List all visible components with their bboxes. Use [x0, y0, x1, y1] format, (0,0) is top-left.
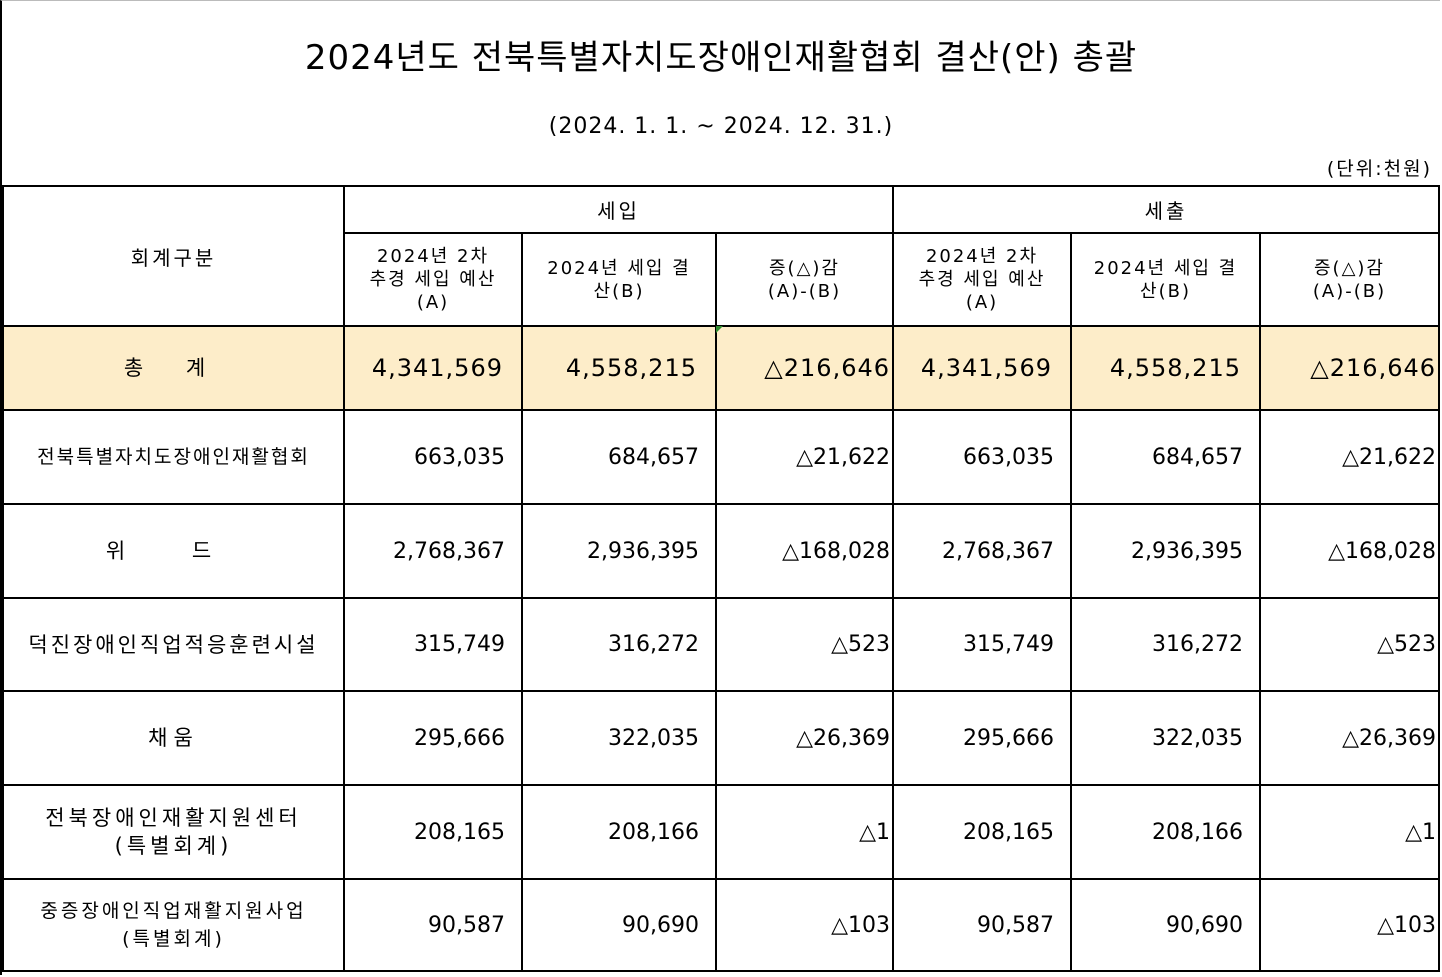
row-label: 채움	[2, 690, 345, 786]
expense-settlement-cell: 316,272	[1070, 597, 1261, 692]
income-diff-cell: △1	[715, 784, 894, 880]
header-expense: 세출	[892, 185, 1440, 234]
income-diff-cell: △26,369	[715, 690, 894, 786]
income-budget-cell: 208,165	[343, 784, 523, 880]
expense-diff-cell: △216,646	[1259, 325, 1440, 411]
table-row: 채움 295,666 322,035 △26,369 295,666 322,0…	[2, 690, 1440, 786]
table-row-total: 총 계 4,341,569 4,558,215 △216,646 4,341,5…	[2, 325, 1440, 411]
expense-budget-cell: 663,035	[892, 409, 1072, 505]
income-diff-cell: △216,646	[715, 325, 894, 411]
income-diff-cell: △21,622	[715, 409, 894, 505]
income-diff-cell: △523	[715, 597, 894, 692]
expense-diff-cell: △103	[1259, 878, 1440, 972]
income-settlement-cell: 90,690	[521, 878, 717, 972]
income-settlement-cell: 208,166	[521, 784, 717, 880]
header-income-settlement: 2024년 세입 결 산(B)	[521, 232, 717, 327]
expense-settlement-cell: 322,035	[1070, 690, 1261, 786]
header-category: 회계구분	[2, 185, 345, 327]
expense-diff-cell: △26,369	[1259, 690, 1440, 786]
expense-diff-cell: △168,028	[1259, 503, 1440, 599]
expense-budget-cell: 295,666	[892, 690, 1072, 786]
expense-diff-cell: △1	[1259, 784, 1440, 880]
period-range: (2024. 1. 1. ~ 2024. 12. 31.)	[548, 114, 894, 139]
row-label: 전북장애인재활지원센터 (특별회계)	[2, 784, 345, 880]
income-settlement-cell: 316,272	[521, 597, 717, 692]
income-budget-cell: 90,587	[343, 878, 523, 972]
cell-comment-marker	[716, 326, 723, 333]
expense-budget-cell: 90,587	[892, 878, 1072, 972]
table-row: 덕진장애인직업적응훈련시설 315,749 316,272 △523 315,7…	[2, 597, 1440, 692]
expense-budget-cell: 315,749	[892, 597, 1072, 692]
table-row: 위 드 2,768,367 2,936,395 △168,028 2,768,3…	[2, 503, 1440, 599]
expense-settlement-cell: 684,657	[1070, 409, 1261, 505]
row-label: 덕진장애인직업적응훈련시설	[2, 597, 345, 692]
expense-settlement-cell: 90,690	[1070, 878, 1261, 972]
expense-settlement-cell: 2,936,395	[1070, 503, 1261, 599]
expense-budget-cell: 208,165	[892, 784, 1072, 880]
row-label: 전북특별자치도장애인재활협회	[2, 409, 345, 505]
table-row: 전북특별자치도장애인재활협회 663,035 684,657 △21,622 6…	[2, 409, 1440, 505]
expense-settlement-cell: 208,166	[1070, 784, 1261, 880]
header-income: 세입	[343, 185, 894, 234]
header-income-diff: 증(△)감 (A)-(B)	[715, 232, 894, 327]
income-budget-cell: 663,035	[343, 409, 523, 505]
header-expense-diff: 증(△)감 (A)-(B)	[1259, 232, 1440, 327]
expense-budget-cell: 4,341,569	[892, 325, 1072, 411]
document-title: 2024년도 전북특별자치도장애인재활협회 결산(안) 총괄	[304, 38, 1138, 78]
header-income-budget: 2024년 2차 추경 세입 예산 (A)	[343, 232, 523, 327]
income-settlement-cell: 2,936,395	[521, 503, 717, 599]
table-row: 중증장애인직업재활지원사업 (특별회계) 90,587 90,690 △103 …	[2, 878, 1440, 972]
income-diff-cell: △103	[715, 878, 894, 972]
unit-label: (단위:천원)	[1326, 158, 1432, 180]
income-diff-cell: △168,028	[715, 503, 894, 599]
income-settlement-cell: 684,657	[521, 409, 717, 505]
row-label: 위 드	[2, 503, 345, 599]
expense-diff-cell: △21,622	[1259, 409, 1440, 505]
income-budget-cell: 295,666	[343, 690, 523, 786]
expense-budget-cell: 2,768,367	[892, 503, 1072, 599]
table-row: 전북장애인재활지원센터 (특별회계) 208,165 208,166 △1 20…	[2, 784, 1440, 880]
row-label: 총 계	[2, 325, 345, 411]
income-budget-cell: 2,768,367	[343, 503, 523, 599]
expense-settlement-cell: 4,558,215	[1070, 325, 1261, 411]
income-settlement-cell: 4,558,215	[521, 325, 717, 411]
income-settlement-cell: 322,035	[521, 690, 717, 786]
expense-diff-cell: △523	[1259, 597, 1440, 692]
settlement-table: 회계구분 세입 세출 2024년 2차 추경 세입 예산 (A) 2024년 세…	[2, 185, 1440, 972]
header-expense-settlement: 2024년 세입 결 산(B)	[1070, 232, 1261, 327]
row-label: 중증장애인직업재활지원사업 (특별회계)	[2, 878, 345, 972]
header-expense-budget: 2024년 2차 추경 세입 예산 (A)	[892, 232, 1072, 327]
income-budget-cell: 315,749	[343, 597, 523, 692]
income-budget-cell: 4,341,569	[343, 325, 523, 411]
